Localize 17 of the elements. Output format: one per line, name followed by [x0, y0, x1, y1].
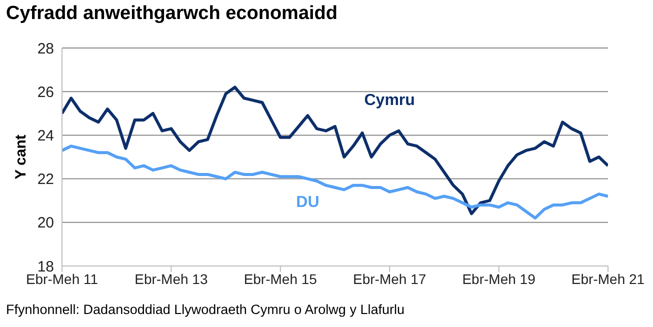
line-series	[62, 144, 608, 220]
x-tick-label: Ebr-Meh 13	[134, 270, 208, 287]
y-tick-label: 26	[37, 84, 54, 101]
x-tick-label: Ebr-Meh 15	[244, 270, 318, 287]
y-tick-label: 28	[37, 40, 54, 58]
series-label: Cymru	[364, 92, 415, 110]
chart-title: Cyfradd anweithgarwch economaidd	[6, 3, 338, 25]
y-axis-title: Y cant	[12, 134, 30, 180]
y-tick-label: 20	[37, 214, 54, 232]
x-tick-label: Ebr-Meh 19	[462, 270, 536, 287]
x-tick-label: Ebr-Meh 21	[571, 270, 645, 287]
series-label: DU	[296, 194, 320, 211]
x-tick-label: Ebr-Meh 17	[353, 270, 426, 287]
y-tick-label: 24	[37, 128, 54, 145]
line-series	[62, 86, 608, 216]
y-tick-label: 22	[37, 171, 54, 188]
text: Ffynhonnell: Dadansoddiad Llywodraeth Cymru o Arolwg y Llafurlu	[6, 302, 404, 317]
